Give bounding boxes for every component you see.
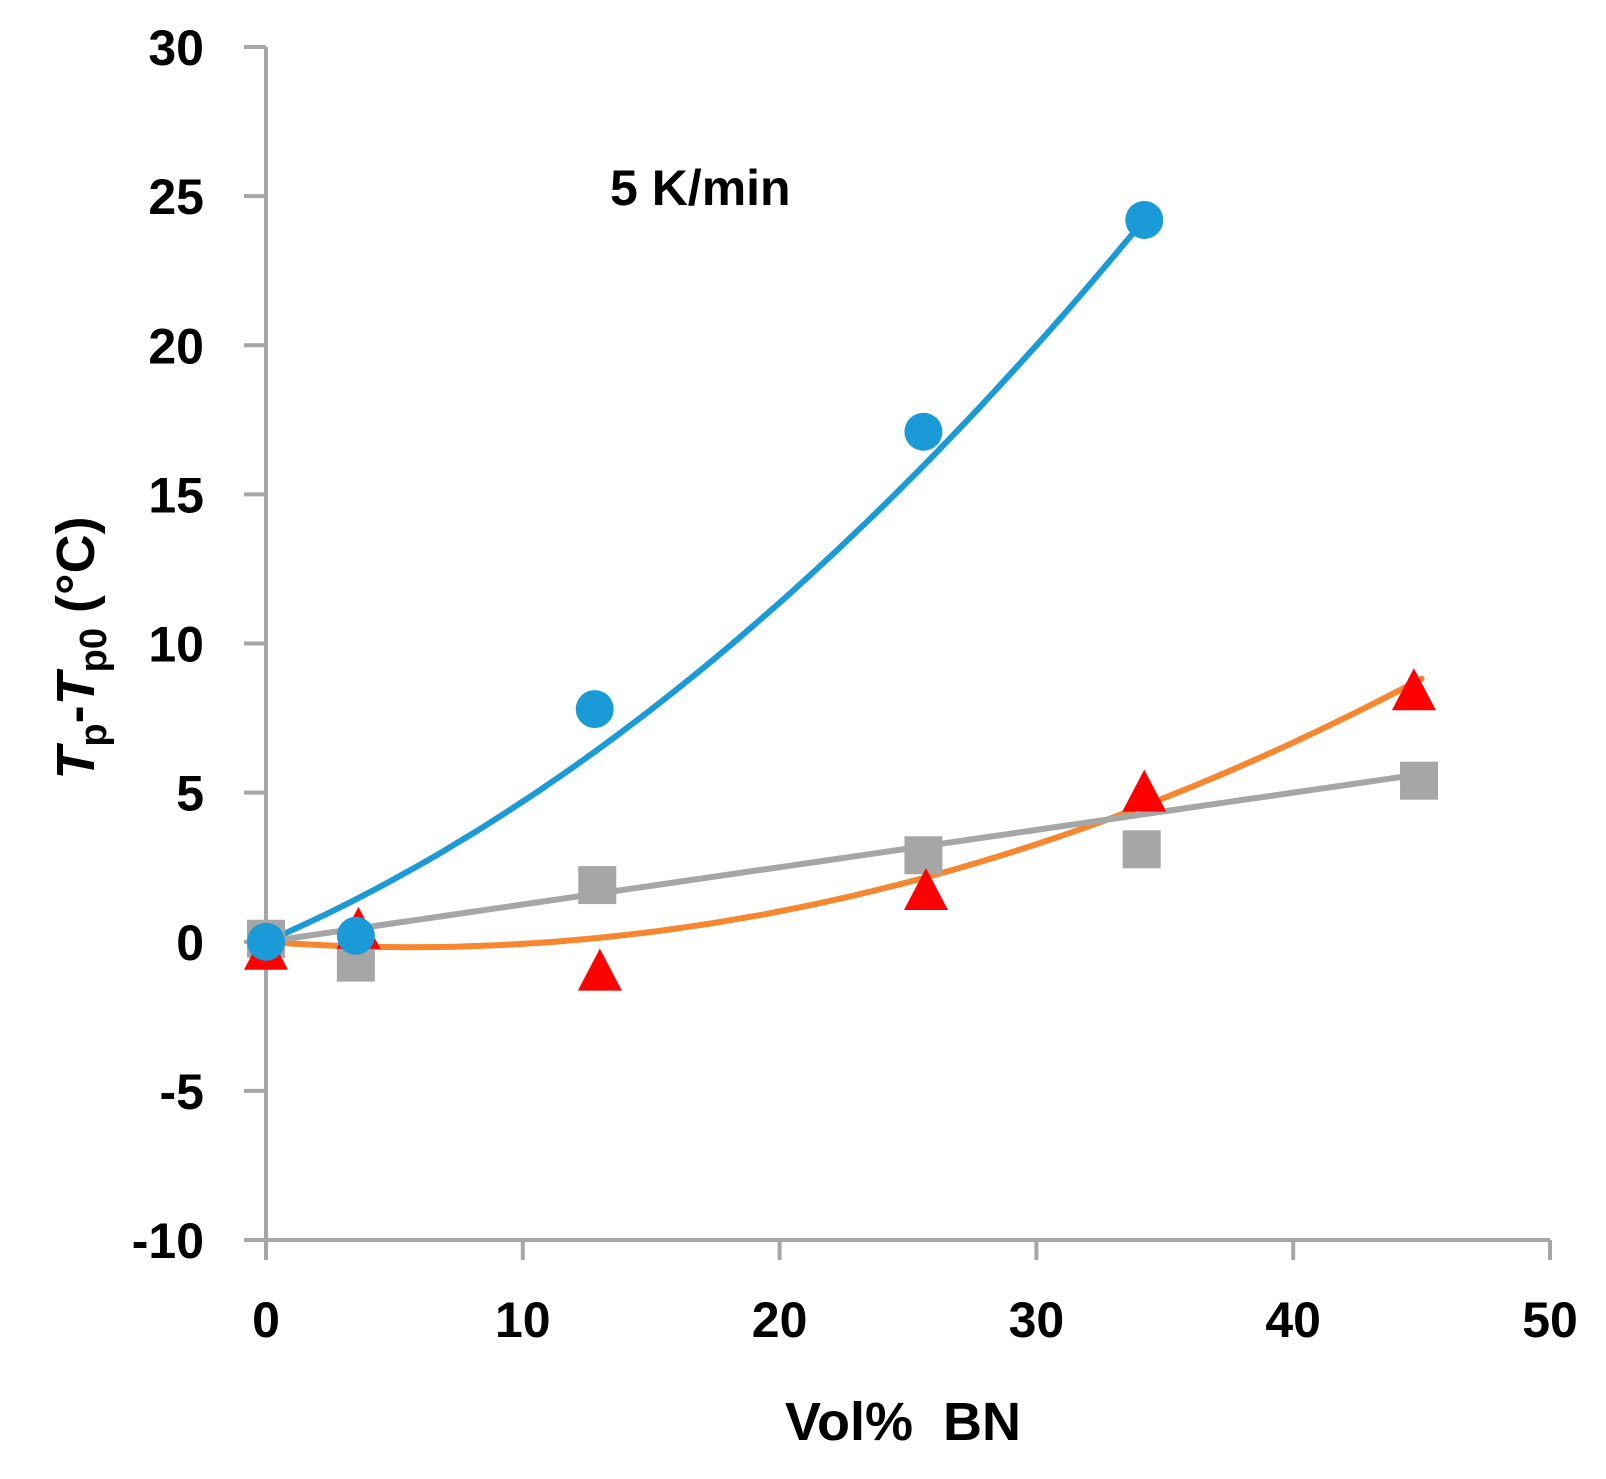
triangle-point (577, 948, 622, 991)
tick-labels: -10 -5 0 5 10 15 20 25 30 0 10 20 30 40 50 (132, 20, 1578, 1348)
x-tick-label: 20 (752, 1292, 808, 1348)
y-tick-label: 5 (176, 766, 204, 822)
rate-annotation: 5 K/min (610, 160, 791, 216)
y-tick-label: -10 (132, 1213, 204, 1269)
x-tick-label: 30 (1009, 1292, 1065, 1348)
y-tick-label: 15 (148, 467, 204, 523)
triangle-point (1391, 668, 1436, 711)
y-tick-label: 30 (148, 20, 204, 76)
triangles-fit-line (263, 675, 1425, 951)
circle-point (247, 922, 285, 961)
circle-point (904, 412, 943, 451)
squares-fit-line (263, 771, 1425, 945)
y-tick-label: 25 (148, 169, 204, 225)
x-tick-label: 40 (1265, 1292, 1321, 1348)
circle-point (336, 916, 375, 955)
triangle-point (1122, 769, 1167, 812)
data-markers (244, 200, 1439, 991)
circle-point (1125, 200, 1164, 239)
y-title-sub1: p (73, 723, 115, 746)
square-point (1122, 830, 1161, 869)
y-title-t1: T (46, 743, 106, 780)
circle-point (575, 690, 614, 729)
fit-lines (263, 216, 1425, 951)
square-point (578, 866, 617, 905)
y-tick-label: -5 (160, 1064, 204, 1120)
y-title-unit: (°C) (46, 516, 106, 628)
x-tick-label: 10 (495, 1292, 551, 1348)
x-tick-label: 50 (1522, 1292, 1578, 1348)
y-title-dash: - (46, 705, 106, 723)
square-point (904, 836, 943, 875)
y-tick-label: 10 (148, 617, 204, 673)
x-tick-label: 0 (252, 1292, 280, 1348)
triangle-point (903, 868, 948, 911)
circles-fit-line (263, 216, 1148, 945)
y-title-t2: T (46, 668, 106, 705)
y-title-sub2: p0 (73, 628, 115, 672)
y-axis-title: Tp-Tp0 (°C) (46, 516, 115, 779)
y-tick-label: 0 (176, 915, 204, 971)
square-point (1400, 761, 1439, 800)
y-tick-label: 20 (148, 318, 204, 374)
axes (244, 45, 1552, 1260)
x-axis-title: Vol% BN (785, 1392, 1021, 1452)
